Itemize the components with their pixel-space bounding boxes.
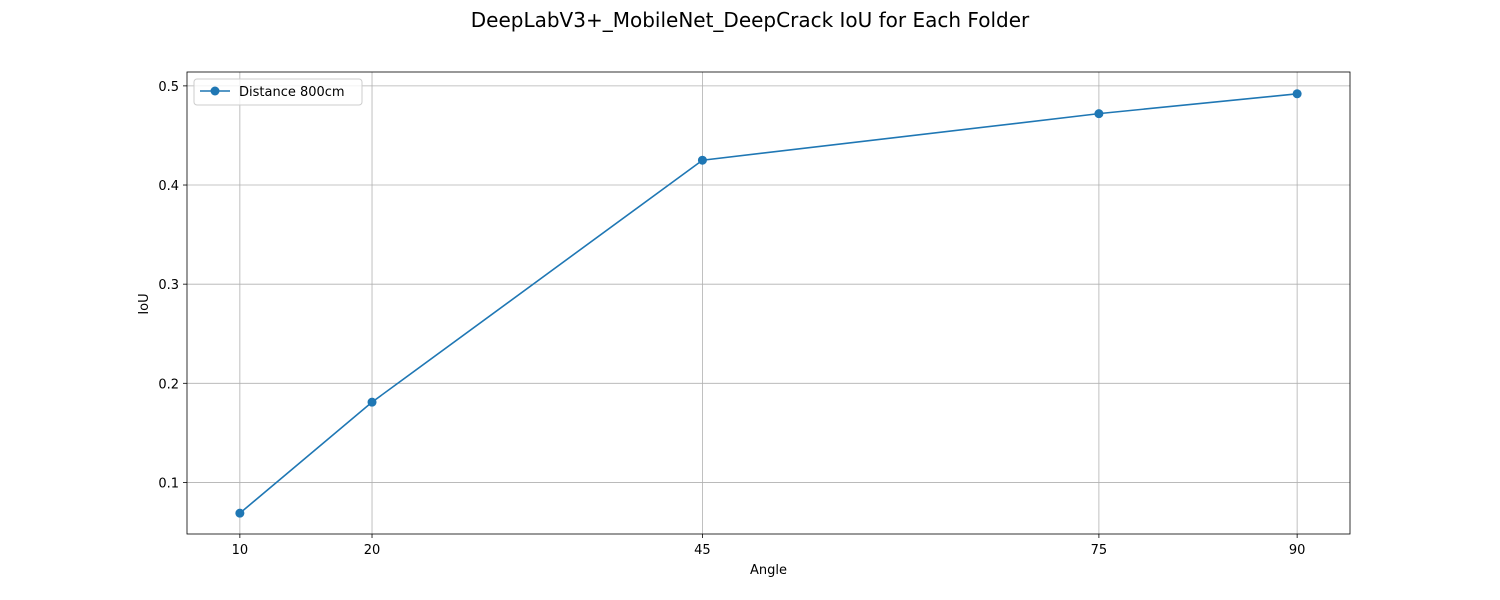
x-tick-label: 45 bbox=[694, 543, 711, 558]
y-tick-label: 0.4 bbox=[158, 179, 179, 194]
legend: Distance 800cm bbox=[193, 78, 363, 106]
legend-box bbox=[193, 78, 363, 106]
y-tick-label: 0.1 bbox=[158, 476, 179, 491]
y-tick-label: 0.2 bbox=[158, 377, 179, 392]
chart-title: DeepLabV3+_MobileNet_DeepCrack IoU for E… bbox=[471, 8, 1030, 32]
data-point bbox=[235, 508, 245, 518]
x-tick-label: 90 bbox=[1289, 543, 1306, 558]
x-axis-label: Angle bbox=[750, 563, 787, 578]
legend-label: Distance 800cm bbox=[239, 85, 345, 100]
plot-frame bbox=[186, 71, 1351, 535]
data-point bbox=[1094, 109, 1104, 119]
y-tick-label: 0.3 bbox=[158, 278, 179, 293]
y-axis-label: IoU bbox=[137, 293, 152, 314]
y-tick-label: 0.5 bbox=[158, 80, 179, 95]
axes: 10 20 45 75 90 0.1 0.2 0.3 0.4 0.5 bbox=[158, 71, 1351, 558]
x-tick-label: 75 bbox=[1091, 543, 1108, 558]
series-line bbox=[239, 93, 1298, 514]
grid-lines bbox=[187, 72, 1350, 534]
series-layer bbox=[235, 89, 1302, 518]
data-point bbox=[367, 397, 377, 407]
legend-marker bbox=[210, 86, 220, 96]
data-point bbox=[697, 155, 707, 165]
data-point bbox=[1292, 89, 1302, 99]
x-tick-label: 20 bbox=[364, 543, 381, 558]
x-tick-label: 10 bbox=[232, 543, 249, 558]
